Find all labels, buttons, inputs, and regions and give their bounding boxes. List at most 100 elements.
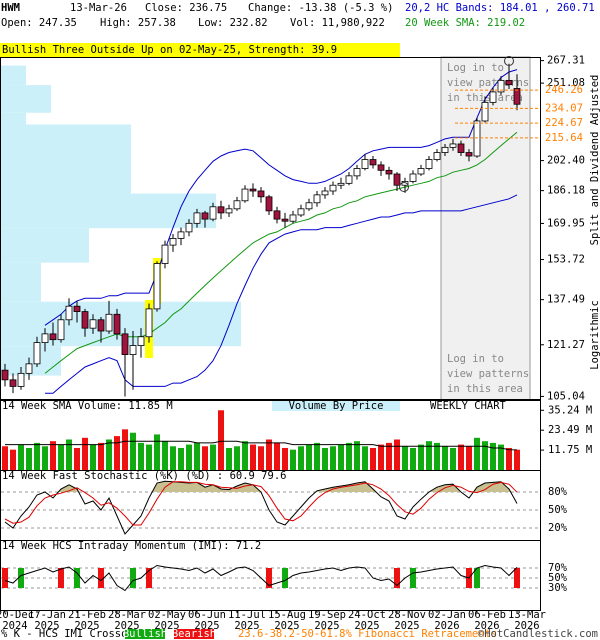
back-layer [1,65,241,376]
axis-label: Split and Dividend Adjusted [589,75,600,246]
volume-by-price-bar [1,193,216,229]
y-tick-label: 169.95 [547,217,585,229]
volume-bar [218,410,224,470]
x-tick-year: 2025 [354,620,379,632]
candle-body [217,206,225,214]
candle-body [209,206,217,220]
y-tick-label: 30% [548,582,568,594]
pattern-notice: Log in to [447,353,504,365]
pattern-marker [504,56,514,66]
candle-body [25,363,33,374]
crossover-bar [266,568,272,588]
candle-body [169,238,177,246]
legend-bearish: Bearish [172,628,216,640]
candle-body [121,333,129,355]
volume-bar [306,444,312,470]
volume-bar [410,447,416,470]
imi-line [4,564,518,592]
volume-bar [18,444,24,470]
volume-by-price-bar [1,228,89,263]
candle-body [481,101,489,122]
volume-bar [354,441,360,470]
candle-body [193,212,201,224]
candle-body [321,190,329,196]
volume-bar [122,429,128,470]
volume-bar [418,444,424,470]
volume-bar [282,447,288,470]
volume-bar [498,444,504,470]
candle-body [89,319,97,329]
volume-bar [466,446,472,470]
candle-body [257,190,265,198]
volume-bar [290,449,296,470]
credit: ©HotCandlestick.com [478,628,598,640]
crossover-bar [282,568,288,588]
candle-body [105,313,113,332]
candle-body [513,88,521,105]
volume-bar [322,447,328,470]
lower-band [45,194,518,394]
x-tick-label: 28-Mar [108,609,146,621]
crossover-bar [74,568,80,588]
volume-bar [66,439,72,470]
candle-body [65,305,73,321]
bands-readout: 20,2 HC Bands: 184.01 , 260.71 [405,2,595,14]
y-tick-label: 70% [548,562,568,574]
close: Close: 236.75 [145,2,227,14]
candle-body [249,188,257,192]
volume-by-price-bar [1,85,51,113]
candle-body [505,79,513,86]
pattern-annotation: Bullish Three Outside Up on 02-May-25, S… [2,44,337,56]
pattern-banner [0,43,400,57]
candle-body [457,143,465,153]
candle-body [9,379,17,387]
fibonacci-label: 215.64 [545,132,583,144]
candle-body [241,188,249,202]
crossover-bar [2,568,8,588]
volume-bar [58,444,64,470]
chart-period: WEEKLY CHART [430,400,507,412]
candle-body [441,146,449,153]
volume-bar [346,442,352,470]
volume-by-price-bar [1,65,26,86]
volume-bar [314,442,320,470]
y-tick-label: 35.24 M [548,404,592,416]
y-tick-label: 186.18 [547,185,585,197]
volume-bar [298,446,304,470]
x-tick-label: 21-Feb [68,609,106,621]
candle-body [281,218,289,222]
candle-body [345,175,353,184]
candle-body [57,319,65,341]
volume-bar [186,444,192,470]
candle-body [497,79,505,93]
candle-body [81,311,89,329]
candle-body [129,345,137,355]
open: Open: 247.35 [1,17,77,29]
volume-bar [378,444,384,470]
oscillator-line [4,481,518,526]
pattern-notice: Log in to [447,62,504,74]
volume-bar [274,442,280,470]
volume-by-price-bar [1,124,131,194]
legend-swatch [125,629,165,639]
fibonacci-label: 246.26 [545,84,583,96]
y-tick-label: 251.08 [547,77,585,89]
x-tick-label: 02-May [148,609,186,621]
candle-body [337,182,345,186]
x-tick-label: 02-Jan [428,609,466,621]
price-panel-frame [0,57,541,400]
y-tick-label: 267.31 [547,55,585,67]
y-tick-label: 11.75 M [548,444,592,456]
axis-label: Logarithmic [589,300,600,370]
candle-body [393,173,401,186]
volume-bar [426,441,432,470]
volume-title: 14 Week SMA Volume: 11.85 M [2,400,173,412]
crossover-bar [474,568,480,588]
y-tick-label: 50% [548,504,568,516]
candle-body [313,194,321,204]
candle-body [97,319,105,332]
sma-readout: 20 Week SMA: 219.02 [405,17,525,29]
candle-body [377,164,385,171]
volume-bar [50,441,56,470]
